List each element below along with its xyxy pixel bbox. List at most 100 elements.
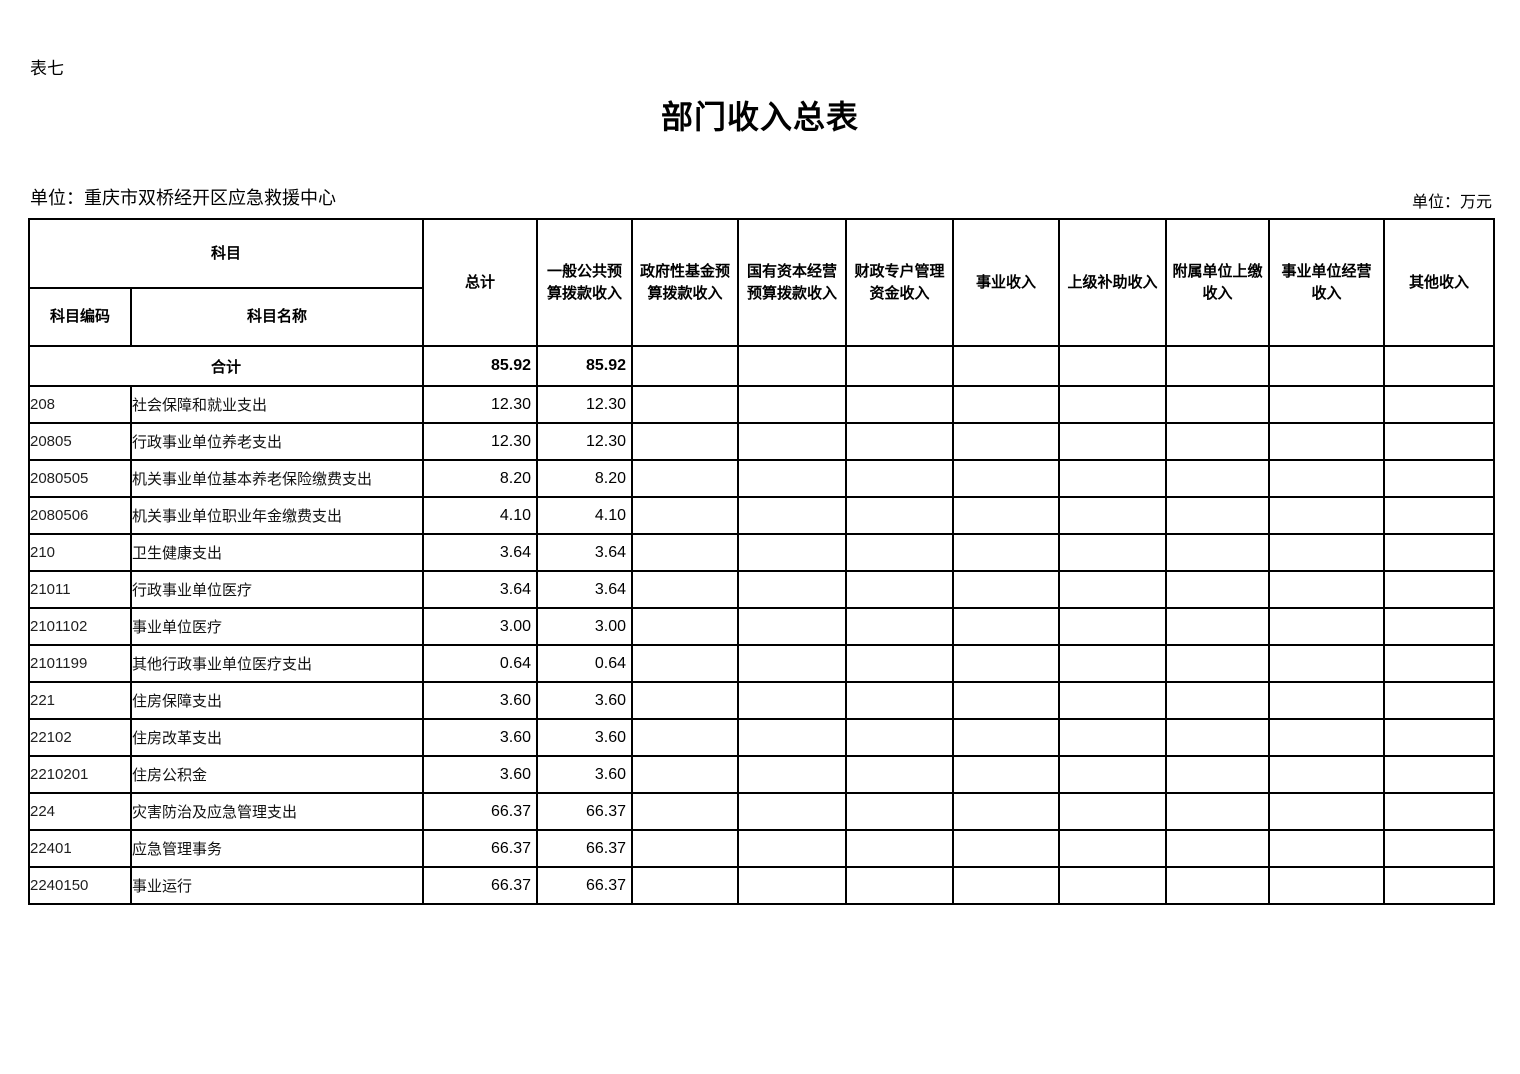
header-col-general-budget: 一般公共预算拨款收入 [536, 218, 634, 347]
value-cell [1165, 792, 1271, 831]
header-col-affiliated-remit: 附属单位上缴收入 [1165, 218, 1271, 347]
value-cell [845, 496, 955, 535]
table-row: 224 灾害防治及应急管理支出 66.37 66.37 [28, 792, 1496, 831]
value-cell [631, 459, 740, 498]
total-value-cell [1268, 345, 1386, 387]
value-cell: 8.20 [422, 459, 539, 498]
table-row: 2101102 事业单位医疗 3.00 3.00 [28, 607, 1496, 646]
total-value-cell [845, 345, 955, 387]
value-cell [1383, 681, 1496, 720]
value-cell [1165, 459, 1271, 498]
header-col-business-income: 事业收入 [952, 218, 1061, 347]
subject-code-cell: 2240150 [28, 866, 132, 905]
value-cell [1268, 385, 1386, 424]
value-cell: 0.64 [536, 644, 634, 683]
subject-name-cell: 事业单位医疗 [129, 607, 425, 646]
table-row: 221 住房保障支出 3.60 3.60 [28, 681, 1496, 720]
value-cell [1165, 681, 1271, 720]
total-value-cell [1165, 345, 1271, 387]
value-cell: 3.64 [422, 533, 539, 572]
value-cell [1268, 496, 1386, 535]
value-cell [845, 681, 955, 720]
subject-code-cell: 2101102 [28, 607, 132, 646]
total-value-cell: 85.92 [422, 345, 539, 387]
table-row: 208 社会保障和就业支出 12.30 12.30 [28, 385, 1496, 424]
unit-currency-label: 单位：万元 [1411, 192, 1492, 211]
income-summary-table: 科目 总计 一般公共预算拨款收入 政府性基金预算拨款收入 国有资本经营预算拨款收… [27, 218, 1496, 905]
value-cell [1165, 718, 1271, 757]
value-cell [1058, 792, 1168, 831]
value-cell [1268, 792, 1386, 831]
value-cell [1268, 755, 1386, 794]
value-cell [1058, 385, 1168, 424]
subject-name-cell: 应急管理事务 [129, 829, 425, 868]
value-cell [1268, 681, 1386, 720]
value-cell [631, 681, 740, 720]
table-row: 2080506 机关事业单位职业年金缴费支出 4.10 4.10 [28, 496, 1496, 535]
value-cell [952, 829, 1061, 868]
value-cell [1383, 718, 1496, 757]
value-cell: 3.60 [536, 718, 634, 757]
value-cell [737, 866, 848, 905]
value-cell: 66.37 [536, 866, 634, 905]
value-cell [737, 829, 848, 868]
table-row: 2240150 事业运行 66.37 66.37 [28, 866, 1496, 905]
value-cell [845, 607, 955, 646]
value-cell [1165, 570, 1271, 609]
subject-code-cell: 221 [28, 681, 132, 720]
value-cell [1058, 644, 1168, 683]
unit-name-label: 单位：重庆市双桥经开区应急救援中心 [30, 188, 336, 209]
table-row: 20805 行政事业单位养老支出 12.30 12.30 [28, 422, 1496, 461]
value-cell [952, 755, 1061, 794]
value-cell [1165, 496, 1271, 535]
subject-name-cell: 住房公积金 [129, 755, 425, 794]
value-cell [952, 459, 1061, 498]
value-cell [737, 422, 848, 461]
subject-name-cell: 行政事业单位医疗 [129, 570, 425, 609]
value-cell [1383, 385, 1496, 424]
value-cell [631, 792, 740, 831]
value-cell [1058, 496, 1168, 535]
value-cell [845, 644, 955, 683]
subject-code-cell: 2101199 [28, 644, 132, 683]
value-cell: 3.60 [422, 681, 539, 720]
value-cell [1165, 866, 1271, 905]
value-cell [1058, 755, 1168, 794]
table-row: 2101199 其他行政事业单位医疗支出 0.64 0.64 [28, 644, 1496, 683]
value-cell [1058, 607, 1168, 646]
header-subject-name: 科目名称 [129, 287, 425, 347]
subject-name-cell: 其他行政事业单位医疗支出 [129, 644, 425, 683]
value-cell [1383, 792, 1496, 831]
header-col-fiscal-account: 财政专户管理资金收入 [845, 218, 955, 347]
value-cell [952, 570, 1061, 609]
subject-code-cell: 2210201 [28, 755, 132, 794]
subject-name-cell: 住房保障支出 [129, 681, 425, 720]
table-row: 2080505 机关事业单位基本养老保险缴费支出 8.20 8.20 [28, 459, 1496, 498]
value-cell [952, 422, 1061, 461]
value-cell [1058, 681, 1168, 720]
value-cell [631, 496, 740, 535]
subject-code-cell: 20805 [28, 422, 132, 461]
value-cell: 66.37 [536, 792, 634, 831]
value-cell [1383, 607, 1496, 646]
value-cell [1383, 755, 1496, 794]
total-row: 合计 85.92 85.92 [27, 345, 1496, 387]
value-cell [845, 755, 955, 794]
subject-code-cell: 208 [28, 385, 132, 424]
subject-name-cell: 机关事业单位基本养老保险缴费支出 [129, 459, 425, 498]
value-cell: 4.10 [422, 496, 539, 535]
value-cell [1058, 718, 1168, 757]
value-cell [1165, 422, 1271, 461]
value-cell [1058, 829, 1168, 868]
value-cell [1383, 496, 1496, 535]
value-cell [631, 644, 740, 683]
value-cell: 66.37 [422, 866, 539, 905]
value-cell [1268, 829, 1386, 868]
subject-name-cell: 事业运行 [129, 866, 425, 905]
value-cell [845, 718, 955, 757]
subject-code-cell: 21011 [28, 570, 132, 609]
value-cell [631, 570, 740, 609]
value-cell [845, 459, 955, 498]
value-cell [631, 533, 740, 572]
